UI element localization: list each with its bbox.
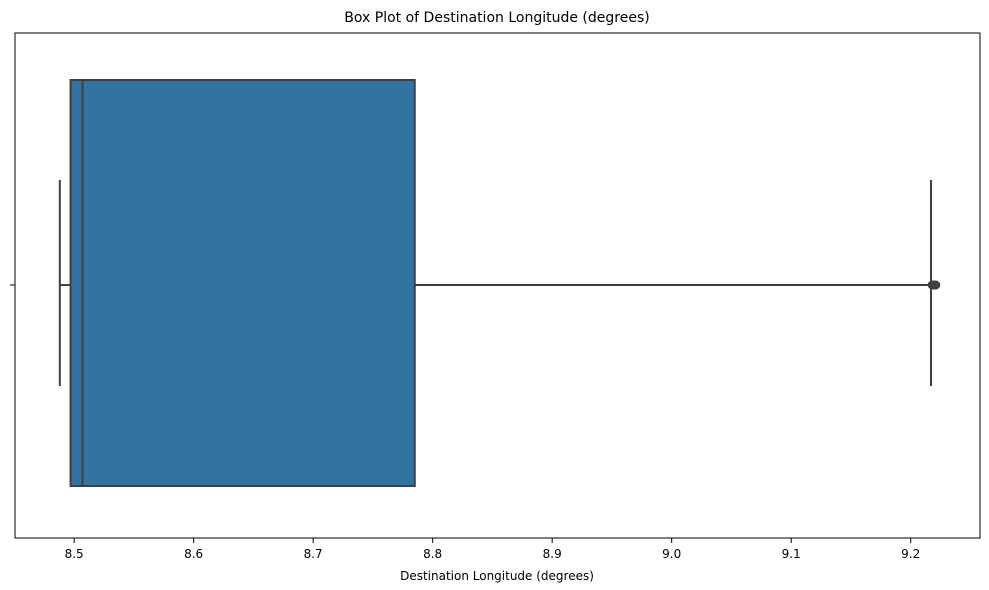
x-axis: 8.5 8.6 8.7 8.8 8.9 9.0 9.1 9.2 bbox=[65, 538, 920, 561]
x-tick-label: 9.2 bbox=[901, 547, 920, 561]
outlier-point bbox=[931, 280, 941, 290]
x-tick-label: 8.6 bbox=[184, 547, 203, 561]
x-tick-label: 9.1 bbox=[782, 547, 801, 561]
chart-title: Box Plot of Destination Longitude (degre… bbox=[344, 10, 649, 26]
x-tick-label: 8.9 bbox=[543, 547, 562, 561]
x-axis-label: Destination Longitude (degrees) bbox=[400, 569, 594, 583]
x-tick-label: 8.8 bbox=[423, 547, 442, 561]
plot-area bbox=[10, 32, 981, 539]
x-tick-label: 8.7 bbox=[304, 547, 323, 561]
x-tick-label: 9.0 bbox=[662, 547, 681, 561]
box-iqr bbox=[69, 79, 416, 487]
x-tick-label: 8.5 bbox=[65, 547, 84, 561]
